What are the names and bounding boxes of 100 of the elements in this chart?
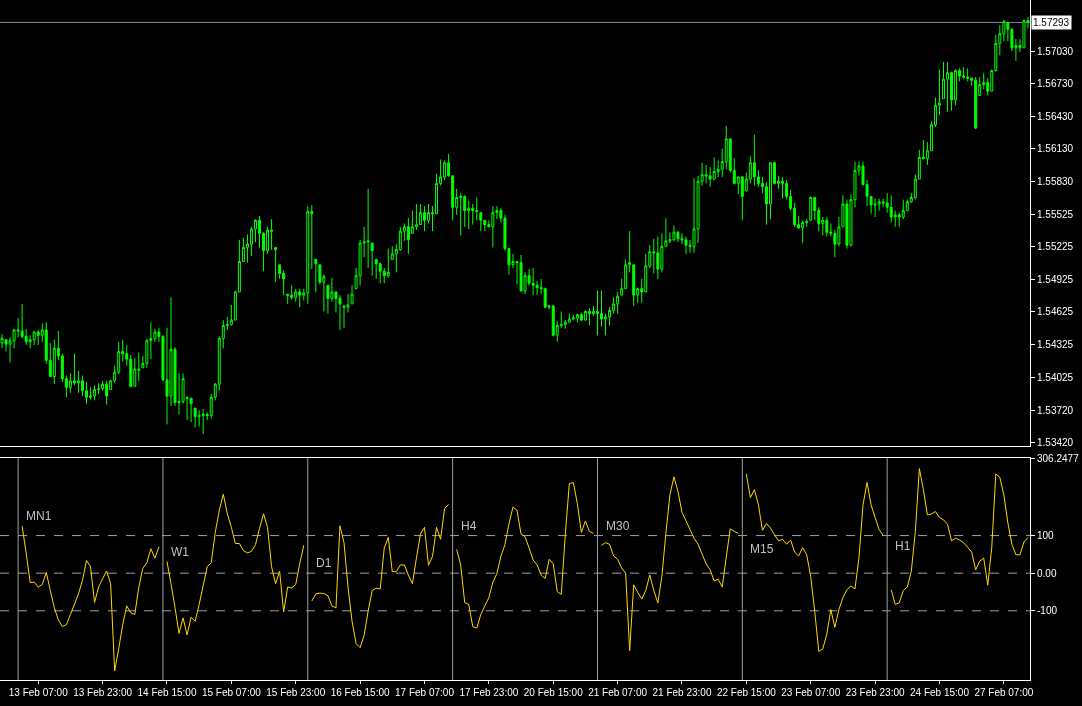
candlestick xyxy=(201,408,205,435)
y-tick-label: 1.56430 xyxy=(1037,110,1074,122)
candlestick xyxy=(314,258,318,293)
candlestick xyxy=(1022,19,1026,49)
candlestick xyxy=(571,314,575,321)
candlestick xyxy=(825,216,829,238)
line-series xyxy=(890,468,1029,605)
candlestick xyxy=(740,175,744,221)
line-series xyxy=(21,525,160,672)
line-series xyxy=(745,473,884,652)
y-tick-label: 1.53420 xyxy=(1037,437,1074,449)
candlestick xyxy=(193,407,197,429)
y-tick-label: 1.57030 xyxy=(1037,45,1074,57)
candlestick xyxy=(491,205,495,248)
x-tick-label: 17 Feb 23:00 xyxy=(459,687,519,698)
candlestick xyxy=(579,312,583,322)
y-tick-label: 306.2477 xyxy=(1037,452,1080,464)
y-tick-label: 1.54925 xyxy=(1037,273,1074,285)
candlestick xyxy=(889,194,893,223)
candlestick xyxy=(274,246,278,283)
y-tick-label: 1.56730 xyxy=(1037,78,1074,90)
x-tick-label: 13 Feb 07:00 xyxy=(8,687,69,698)
candlestick xyxy=(133,357,137,387)
candlestick xyxy=(378,262,382,284)
x-tick-label: 24 Feb 15:00 xyxy=(910,687,970,698)
candlestick xyxy=(459,192,463,236)
candlestick xyxy=(479,212,483,232)
candlestick xyxy=(298,288,302,308)
x-tick-label: 21 Feb 07:00 xyxy=(588,687,648,698)
candlestick xyxy=(684,236,688,255)
candlestick xyxy=(290,284,294,300)
candlestick xyxy=(0,333,4,349)
candlestick xyxy=(270,218,274,251)
y-tick-label: 1.55225 xyxy=(1037,241,1074,253)
y-tick-label: 100 xyxy=(1037,530,1055,542)
candlestick xyxy=(801,219,805,244)
candlestick xyxy=(595,290,599,336)
y-tick-label: 1.54625 xyxy=(1037,306,1074,318)
candlestick xyxy=(962,66,966,80)
x-tick-label: 13 Feb 23:00 xyxy=(73,687,133,698)
candlestick xyxy=(189,397,193,423)
candlestick xyxy=(752,134,756,187)
candlestick xyxy=(692,177,696,254)
line-series xyxy=(601,476,739,652)
candlestick xyxy=(414,203,418,231)
series-label: H1 xyxy=(895,539,911,553)
candlestick xyxy=(656,236,660,280)
candlestick xyxy=(704,164,708,184)
candlestick xyxy=(873,198,877,218)
candlestick xyxy=(974,76,978,130)
x-tick-label: 15 Feb 07:00 xyxy=(201,687,262,698)
ref-line-label: 1.57293 xyxy=(1033,17,1070,28)
x-tick-label: 21 Feb 23:00 xyxy=(652,687,712,698)
series-label: D1 xyxy=(316,556,332,570)
candlestick xyxy=(294,288,298,303)
x-tick-label: 22 Feb 15:00 xyxy=(716,687,777,698)
series-label: M30 xyxy=(606,519,630,533)
x-tick-label: 14 Feb 15:00 xyxy=(137,687,197,698)
candlestick xyxy=(531,267,535,296)
x-tick-label: 23 Feb 23:00 xyxy=(845,687,906,698)
x-tick-label: 20 Feb 15:00 xyxy=(523,687,584,698)
candlestick xyxy=(809,195,813,221)
candlestick xyxy=(89,386,93,400)
candlestick xyxy=(519,254,523,293)
series-label: H4 xyxy=(461,519,477,533)
candlestick xyxy=(672,225,676,242)
candlestick xyxy=(475,197,479,221)
candlestick xyxy=(338,294,342,331)
x-tick-label: 17 Feb 07:00 xyxy=(395,687,455,698)
candlestick xyxy=(676,230,680,243)
y-tick-label: 1.54325 xyxy=(1037,339,1074,351)
candlestick xyxy=(422,205,426,232)
x-tick-label: 15 Feb 23:00 xyxy=(266,687,326,698)
series-label: MN1 xyxy=(26,509,52,523)
candlestick xyxy=(781,176,785,200)
candlestick xyxy=(386,248,390,279)
series-label: M15 xyxy=(750,542,774,556)
y-tick-label: 1.54025 xyxy=(1037,371,1074,383)
candlestick xyxy=(966,67,970,82)
candlestick xyxy=(93,384,97,401)
candlestick xyxy=(616,291,620,315)
y-tick-label: 1.56130 xyxy=(1037,143,1074,155)
y-tick-label: 0.00 xyxy=(1037,567,1057,579)
candlestick xyxy=(374,258,378,280)
line-series xyxy=(311,503,450,649)
x-tick-label: 27 Feb 07:00 xyxy=(974,687,1034,698)
candlestick xyxy=(575,313,579,323)
candlestick xyxy=(306,205,310,305)
y-tick-label: -100 xyxy=(1037,605,1058,617)
y-tick-label: 1.53720 xyxy=(1037,404,1074,416)
candlestick xyxy=(105,380,109,406)
y-tick-label: 1.55525 xyxy=(1037,208,1074,220)
candlestick xyxy=(587,307,591,327)
x-tick-label: 16 Feb 15:00 xyxy=(330,687,391,698)
candlestick xyxy=(32,330,36,346)
line-series xyxy=(166,493,305,636)
y-tick-label: 1.55830 xyxy=(1037,175,1074,187)
line-series xyxy=(456,482,594,629)
candlestick xyxy=(946,61,950,113)
series-label: W1 xyxy=(171,545,190,559)
